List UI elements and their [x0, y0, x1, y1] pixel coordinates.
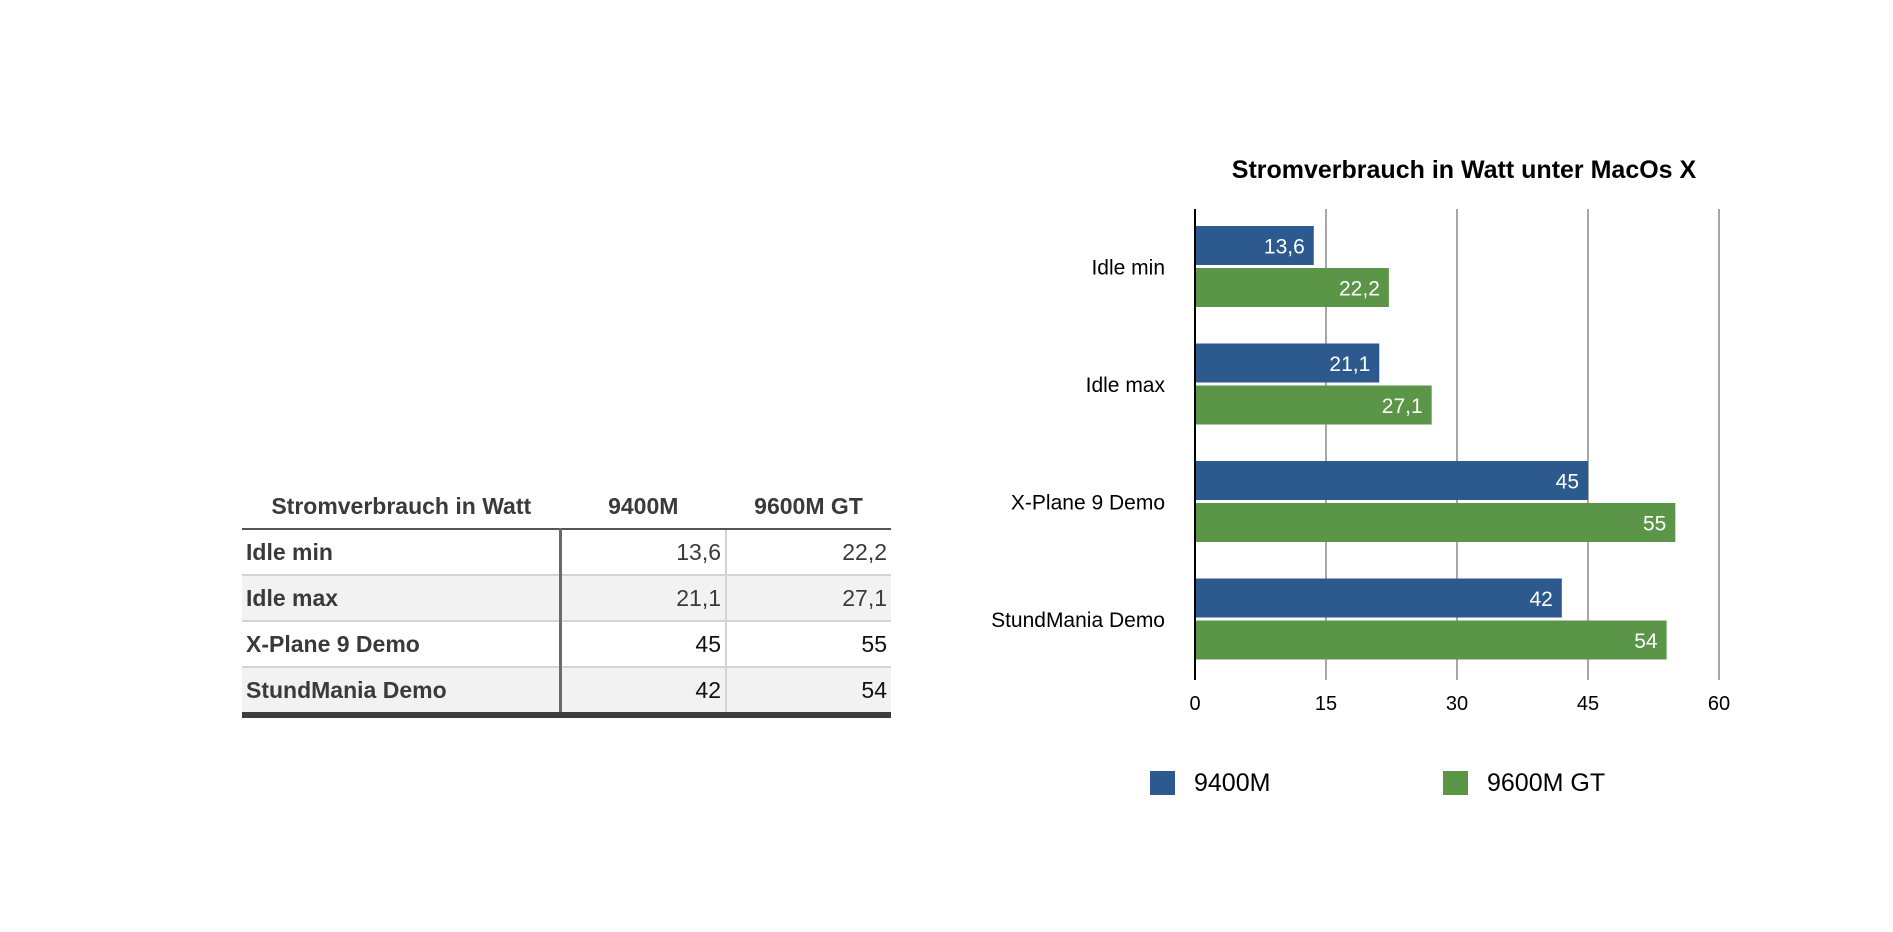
bar-value-label: 54	[1634, 630, 1658, 653]
cell-value: 27,1	[726, 574, 891, 621]
bar	[1195, 578, 1562, 618]
cell-value: 22,2	[842, 538, 887, 565]
table-header-row: Stromverbrauch in Watt 9400M 9600M GT	[242, 484, 891, 530]
table-header-9400m: 9400M	[560, 484, 726, 530]
bar	[1195, 343, 1380, 383]
bar	[1195, 461, 1588, 500]
row-label: Idle min	[242, 529, 562, 575]
cell-value: 54	[726, 666, 891, 718]
bar-value-label: 22,2	[1339, 278, 1380, 301]
table-row: Idle min 13,6 22,2	[242, 529, 891, 575]
cell-value: 42	[560, 666, 727, 718]
category-label: X-Plane 9 Demo	[1011, 492, 1165, 515]
bar-value-label: 42	[1529, 588, 1552, 611]
cell-value: 13,6	[560, 529, 727, 575]
row-label: Idle max	[242, 574, 562, 621]
bar	[1195, 620, 1667, 660]
x-tick-label: 60	[1708, 693, 1730, 715]
category-label: Idle min	[1091, 257, 1165, 280]
category-label: Idle max	[1086, 374, 1166, 397]
bar-value-label: 21,1	[1329, 353, 1370, 376]
row-label: X-Plane 9 Demo	[242, 620, 562, 667]
cell-value: 55	[726, 620, 891, 667]
x-tick-label: 0	[1189, 693, 1200, 715]
bar-value-label: 27,1	[1382, 395, 1423, 418]
bar	[1195, 385, 1432, 425]
bar	[1195, 226, 1314, 265]
bar	[1195, 268, 1389, 307]
table-row: Idle max 21,1 27,1	[242, 574, 891, 621]
category-labels: Idle min Idle max X-Plane 9 Demo StundMania…	[991, 257, 1165, 633]
x-tick-label: 45	[1577, 693, 1599, 715]
table-row: X-Plane 9 Demo 45 55	[242, 620, 891, 667]
row-label: StundMania Demo	[242, 666, 562, 718]
cell-value: 45	[560, 620, 727, 667]
legend: 9400M 9600M GT	[1150, 769, 1605, 797]
legend-swatch	[1150, 771, 1175, 795]
bar	[1195, 503, 1676, 542]
bar-value-label: 45	[1556, 471, 1579, 494]
table-row: StundMania Demo 42 54	[242, 666, 891, 718]
x-tick-label: 30	[1446, 693, 1468, 715]
table-header-title: Stromverbrauch in Watt	[242, 484, 561, 530]
legend-label: 9600M GT	[1487, 769, 1605, 797]
table-header-9600m-gt: 9600M GT	[726, 484, 891, 530]
legend-label: 9400M	[1194, 769, 1270, 797]
cell-value: 21,1	[560, 574, 727, 621]
x-tick-labels: 0 15 30 45 60	[1189, 693, 1730, 715]
x-tick-label: 15	[1315, 693, 1337, 715]
bar-value-label: 55	[1643, 513, 1666, 536]
chart-title: Stromverbrauch in Watt unter MacOs X	[1232, 156, 1697, 184]
data-table: Stromverbrauch in Watt 9400M 9600M GT Id…	[242, 484, 891, 718]
legend-swatch	[1443, 771, 1468, 795]
category-label: StundMania Demo	[991, 609, 1165, 632]
bar-value-label: 13,6	[1264, 236, 1305, 259]
bars: 13,6 22,2 21,1 27,1 45 55 42 54	[1195, 226, 1676, 660]
